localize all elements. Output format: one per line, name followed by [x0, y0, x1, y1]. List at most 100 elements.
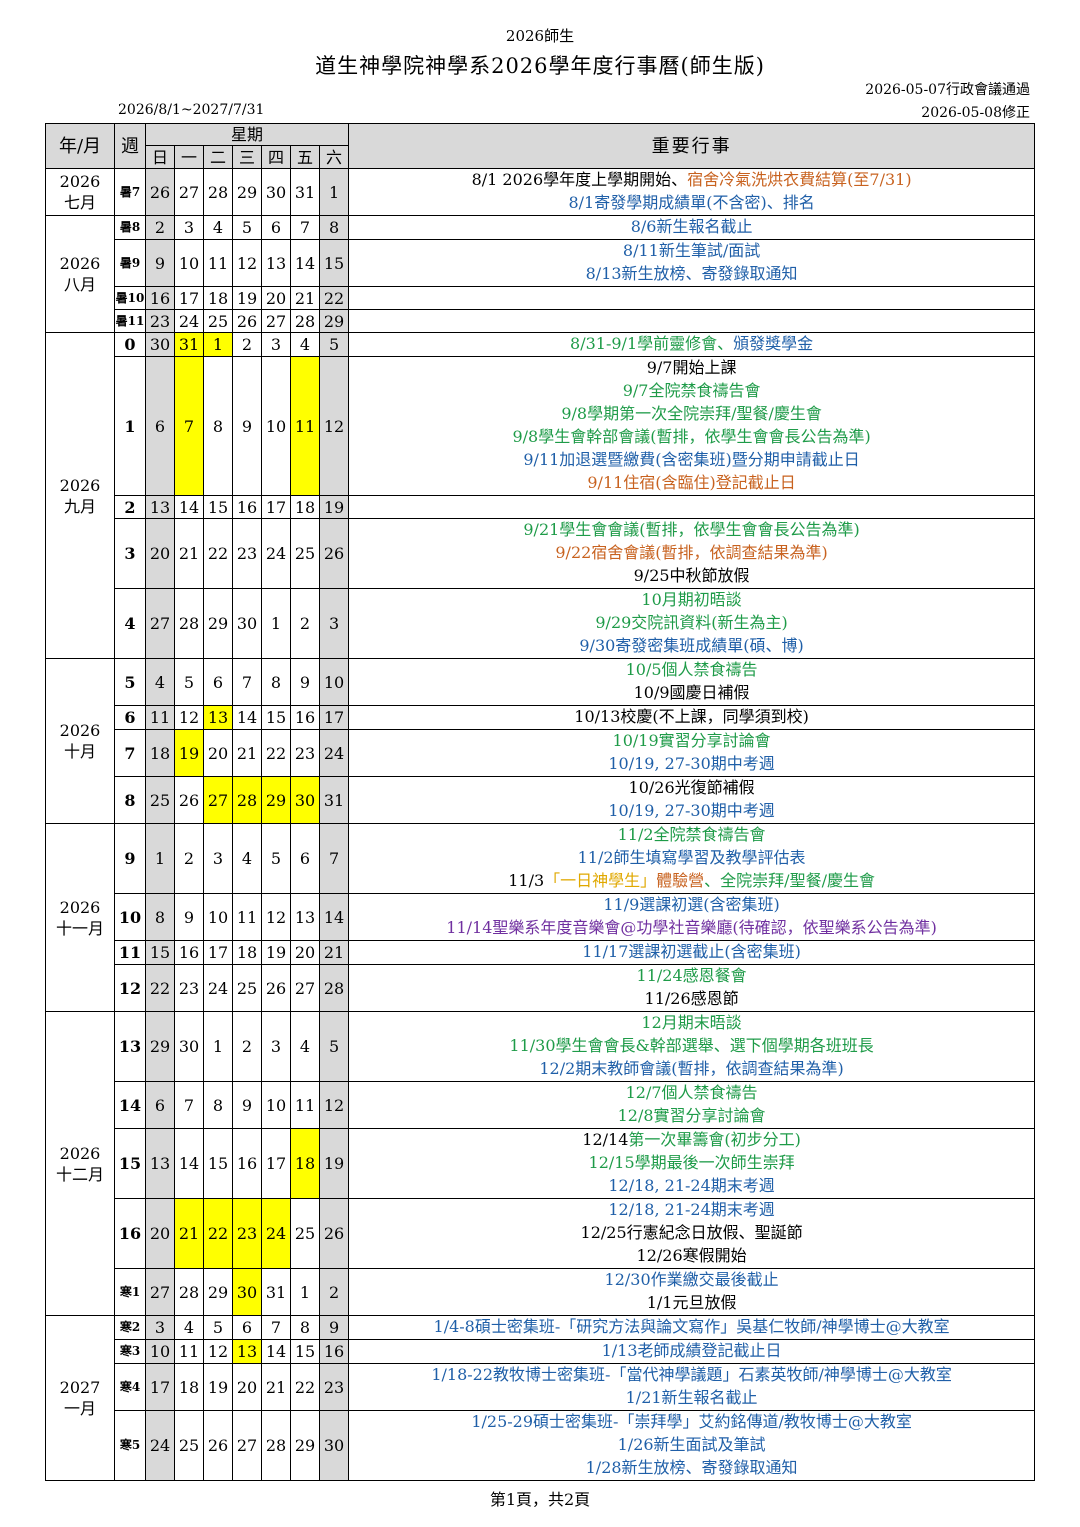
day-cell: 27 [174, 168, 204, 216]
event-line: 11/14聖樂系年度音樂會@功學社音樂廳(待確認，依聖樂系公告為準) [350, 917, 1034, 940]
day-cell: 30 [145, 332, 175, 357]
day-cell: 18 [174, 1363, 204, 1411]
day-cell: 9 [174, 893, 204, 941]
event-line: 11/24感恩餐會 [350, 966, 1034, 989]
day-cell: 26 [232, 309, 262, 333]
day-cell: 1 [203, 332, 233, 357]
day-cell: 5 [318, 332, 350, 357]
day-cell: 19 [318, 495, 350, 519]
day-cell: 30 [318, 1410, 350, 1481]
event-text: 12/15學期最後一次師生崇拜 [588, 1153, 795, 1172]
event-text: 11/2師生填寫學習及教學評估表 [577, 848, 806, 867]
day-cell: 5 [318, 1011, 350, 1082]
day-cell: 17 [203, 940, 233, 965]
event-line: 10/19, 27-30期中考週 [350, 753, 1034, 776]
revision-note: 2026-05-08修正 [921, 105, 1030, 121]
event-text: 8/1 2026學年度上學期開始、 [471, 170, 688, 189]
table-row: 暑9 9 10 11 12 13 14 15 8/11新生筆試/面試 8/13新生放榜、寄發錄取通… [46, 239, 1036, 287]
day-cell: 15 [145, 940, 175, 965]
event-text: 8/6新生報名截止 [630, 217, 753, 236]
day-cell: 22 [318, 286, 350, 310]
event-line: 9/29交院訊資料(新生為主) [350, 612, 1034, 635]
day-cell: 23 [318, 1363, 350, 1411]
day-cell: 11 [145, 705, 175, 730]
event-text: 1/21新生報名截止 [625, 1388, 758, 1407]
page-title: 道生神學院神學系2026學年度行事曆(師生版) [315, 54, 765, 78]
day-cell: 10 [203, 893, 233, 941]
day-cell: 26 [261, 964, 291, 1012]
day-cell: 3 [261, 332, 291, 357]
day-cell: 7 [174, 1081, 204, 1129]
day-cell: 24 [145, 1410, 175, 1481]
week-number: 寒1 [114, 1268, 146, 1316]
day-cell: 2 [145, 215, 175, 240]
week-number: 0 [114, 332, 146, 357]
week-number: 8 [114, 776, 146, 824]
day-cell: 4 [232, 823, 262, 894]
event-line: 12/14第一次畢籌會(初步分工) [350, 1130, 1034, 1153]
event-text: 10/19, 27-30期中考週 [608, 801, 775, 820]
day-cell: 2 [232, 332, 262, 357]
event-line: 10/13校慶(不上課，同學須到校) [350, 707, 1034, 729]
day-cell: 15 [203, 1128, 233, 1199]
event-text: 11/17選課初選截止(含密集班) [582, 942, 801, 961]
day-cell: 23 [145, 309, 175, 333]
day-cell: 16 [174, 940, 204, 965]
day-cell: 25 [290, 518, 320, 589]
day-cell: 1 [318, 168, 350, 216]
day-cell: 12 [318, 356, 350, 496]
day-cell: 29 [318, 309, 350, 333]
day-cell: 22 [203, 518, 233, 589]
day-cell: 20 [290, 940, 320, 965]
event-line: 12/30作業繳交最後截止 [350, 1270, 1034, 1293]
event-line: 10/5個人禁食禱告 [350, 660, 1034, 683]
header-day-fri: 五 [290, 145, 320, 169]
event-text: 12/18, 21-24期末考週 [608, 1200, 775, 1219]
event-line: 9/7開始上課 [350, 358, 1034, 381]
month-label-nov: 2026 十一月 [45, 823, 115, 1012]
day-cell: 21 [261, 1363, 291, 1411]
event-line: 1/13老師成績登記截止日 [350, 1341, 1034, 1363]
day-cell: 9 [318, 1315, 350, 1340]
day-cell: 4 [290, 1011, 320, 1082]
event-line: 1/18-22教牧博士密集班-「當代神學議題」石素英牧師/神學博士@大教室 [350, 1365, 1034, 1388]
day-cell: 23 [290, 729, 320, 777]
event-text: 1/18-22教牧博士密集班-「當代神學議題」石素英牧師/神學博士@大教室 [431, 1365, 952, 1384]
event-text: 9/7全院禁食禱告會 [622, 381, 761, 400]
day-cell: 25 [232, 964, 262, 1012]
day-cell: 11 [203, 239, 233, 287]
event-line: 8/1寄發學期成績單(不含密)、排名 [350, 192, 1034, 215]
day-cell: 16 [232, 1128, 262, 1199]
week-number: 12 [114, 964, 146, 1012]
day-cell: 1 [203, 1011, 233, 1082]
day-cell: 29 [232, 168, 262, 216]
day-cell: 25 [290, 1198, 320, 1269]
day-cell: 1 [261, 588, 291, 659]
table-row: 15 13 14 15 16 17 18 19 12/14第一次畢籌會(初步分工) 12/15學期… [46, 1128, 1036, 1199]
day-cell: 11 [290, 356, 320, 496]
day-cell: 8 [290, 1315, 320, 1340]
event-text: 10/19實習分享討論會 [612, 731, 771, 750]
table-row: 4 27 28 29 30 1 2 3 10月期初晤談 9/29交院訊資料(新生為主) 9/30寄發… [46, 588, 1036, 659]
table-row: 7 18 19 20 21 22 23 24 10/19實習分享討論會 10/19, 27-30期… [46, 729, 1036, 777]
header-day-sat: 六 [318, 145, 350, 169]
day-cell: 3 [261, 1011, 291, 1082]
week-number: 15 [114, 1128, 146, 1199]
day-cell: 30 [290, 776, 320, 824]
table-row: 2026 十月 5 4 5 6 7 8 9 10 10/5個人禁食禱告 10/9國慶日補假 [45, 658, 1036, 824]
header-day-tue: 二 [203, 145, 233, 169]
day-cell: 5 [203, 1315, 233, 1340]
event-line: 1/28新生放榜、寄發錄取通知 [350, 1457, 1034, 1480]
event-line: 11/9選課初選(含密集班) [350, 895, 1034, 918]
week-number: 4 [114, 588, 146, 659]
page-footer: 第1頁，共2頁 [489, 1490, 591, 1509]
day-cell: 10 [261, 356, 291, 496]
day-cell: 24 [174, 309, 204, 333]
week-number: 6 [114, 705, 146, 730]
event-text: 1/1元旦放假 [646, 1293, 737, 1312]
day-cell: 8 [145, 893, 175, 941]
day-cell: 20 [261, 286, 291, 310]
day-cell: 30 [261, 168, 291, 216]
event-line: 11/17選課初選截止(含密集班) [350, 942, 1034, 964]
events-cell [348, 495, 1036, 519]
